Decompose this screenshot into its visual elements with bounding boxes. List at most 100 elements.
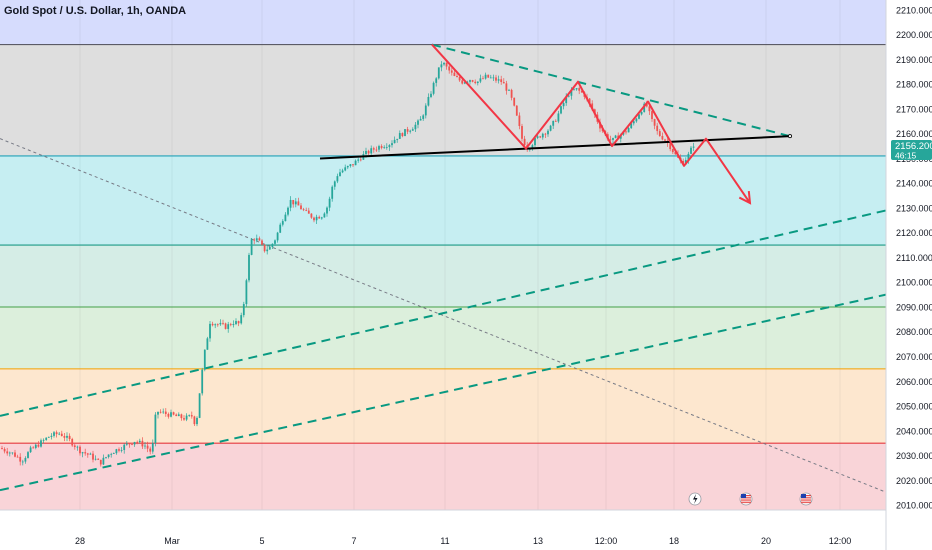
resistance-dashed-line (431, 43, 791, 138)
candle-body (146, 445, 149, 449)
last-price-label: 2156.200 46:15 (891, 140, 932, 161)
candle-body (268, 247, 271, 250)
candle-body (430, 93, 432, 97)
candle-body (320, 217, 323, 219)
candle-body (118, 449, 120, 451)
candle-body (302, 209, 305, 211)
candle-body (664, 139, 666, 141)
candle-body (237, 321, 240, 324)
price-tick-label: 2180.000 (896, 80, 932, 90)
us-flag-icon[interactable] (739, 492, 753, 506)
candle-body (333, 181, 336, 187)
candle-body (58, 433, 61, 435)
flag-stripe (741, 500, 751, 502)
candle-body (656, 125, 659, 132)
candle-body (370, 148, 373, 154)
candle-body (326, 207, 328, 214)
neckline-handle (788, 134, 793, 139)
price-tick-label: 2060.000 (896, 377, 932, 387)
candle-body (136, 441, 139, 443)
candle-body (40, 440, 42, 447)
candle-body (157, 411, 159, 415)
candle-body (484, 74, 487, 79)
candle-body (250, 239, 253, 255)
candle-body (630, 123, 633, 129)
candle-body (89, 453, 92, 455)
candle-body (84, 452, 87, 454)
candle-body (432, 82, 435, 94)
candle-body (471, 80, 474, 82)
candle-body (318, 216, 321, 219)
candle-body (591, 103, 594, 110)
candle-body (409, 130, 412, 132)
candle-body (424, 105, 427, 116)
candle-body (196, 417, 198, 425)
chart-title: Gold Spot / U.S. Dollar, 1h, OANDA (4, 5, 186, 17)
candle-body (456, 75, 458, 78)
candle-body (669, 143, 672, 150)
candle-body (635, 118, 638, 122)
candle-body (401, 133, 404, 137)
candle-body (435, 78, 438, 83)
candle-body (565, 96, 568, 104)
candle-body (352, 164, 354, 166)
candle-body (42, 439, 45, 441)
candle-body (216, 324, 219, 326)
candle-body (391, 143, 393, 146)
candle-body (227, 324, 230, 329)
candle-body (552, 120, 555, 126)
candle-body (336, 176, 339, 182)
candle-body (102, 457, 105, 465)
candle-body (242, 304, 245, 316)
time-tick-label: 12:00 (829, 536, 852, 546)
candle-body (437, 67, 440, 79)
candle-body (274, 240, 276, 244)
candle-body (536, 136, 539, 139)
candle-body (375, 149, 378, 151)
candle-body (253, 239, 256, 241)
candle-body (562, 103, 565, 107)
candle-body (458, 77, 461, 81)
candle-body (461, 80, 464, 84)
candle-body (339, 172, 341, 177)
candle-body (294, 201, 297, 205)
candle-body (105, 457, 107, 458)
time-tick-label: 20 (761, 536, 771, 546)
candle-body (414, 124, 417, 130)
candle-body (505, 83, 508, 91)
candle-body (365, 150, 367, 155)
candle-body (261, 240, 263, 245)
candle-body (357, 159, 360, 161)
candle-body (554, 120, 557, 122)
candle-body (240, 315, 243, 324)
candle-body (638, 114, 640, 119)
candle-body (645, 103, 648, 107)
candle-body (292, 199, 295, 205)
candle-body (632, 121, 635, 124)
candle-body (315, 216, 318, 221)
channel-lower-line (0, 293, 887, 492)
candle-body (266, 249, 269, 252)
candle-body (34, 444, 37, 448)
candle-body (141, 440, 144, 447)
lightning-icon[interactable] (688, 492, 702, 506)
candle-body (469, 80, 471, 82)
candle-body (393, 139, 396, 144)
candle-body (55, 432, 58, 435)
candle-body (131, 444, 133, 446)
candle-body (518, 115, 521, 127)
candle-body (588, 98, 591, 104)
candle-body (354, 160, 357, 166)
candle-body (534, 138, 536, 146)
candle-body (16, 456, 19, 458)
candle-body (128, 443, 131, 445)
us-flag-icon[interactable] (799, 492, 813, 506)
event-icons[interactable] (688, 492, 813, 506)
candle-body (258, 238, 261, 241)
price-tick-label: 2020.000 (896, 476, 932, 486)
candle-body (289, 199, 292, 208)
candle-body (159, 411, 162, 413)
candle-body (188, 415, 191, 416)
candle-body (47, 436, 50, 438)
